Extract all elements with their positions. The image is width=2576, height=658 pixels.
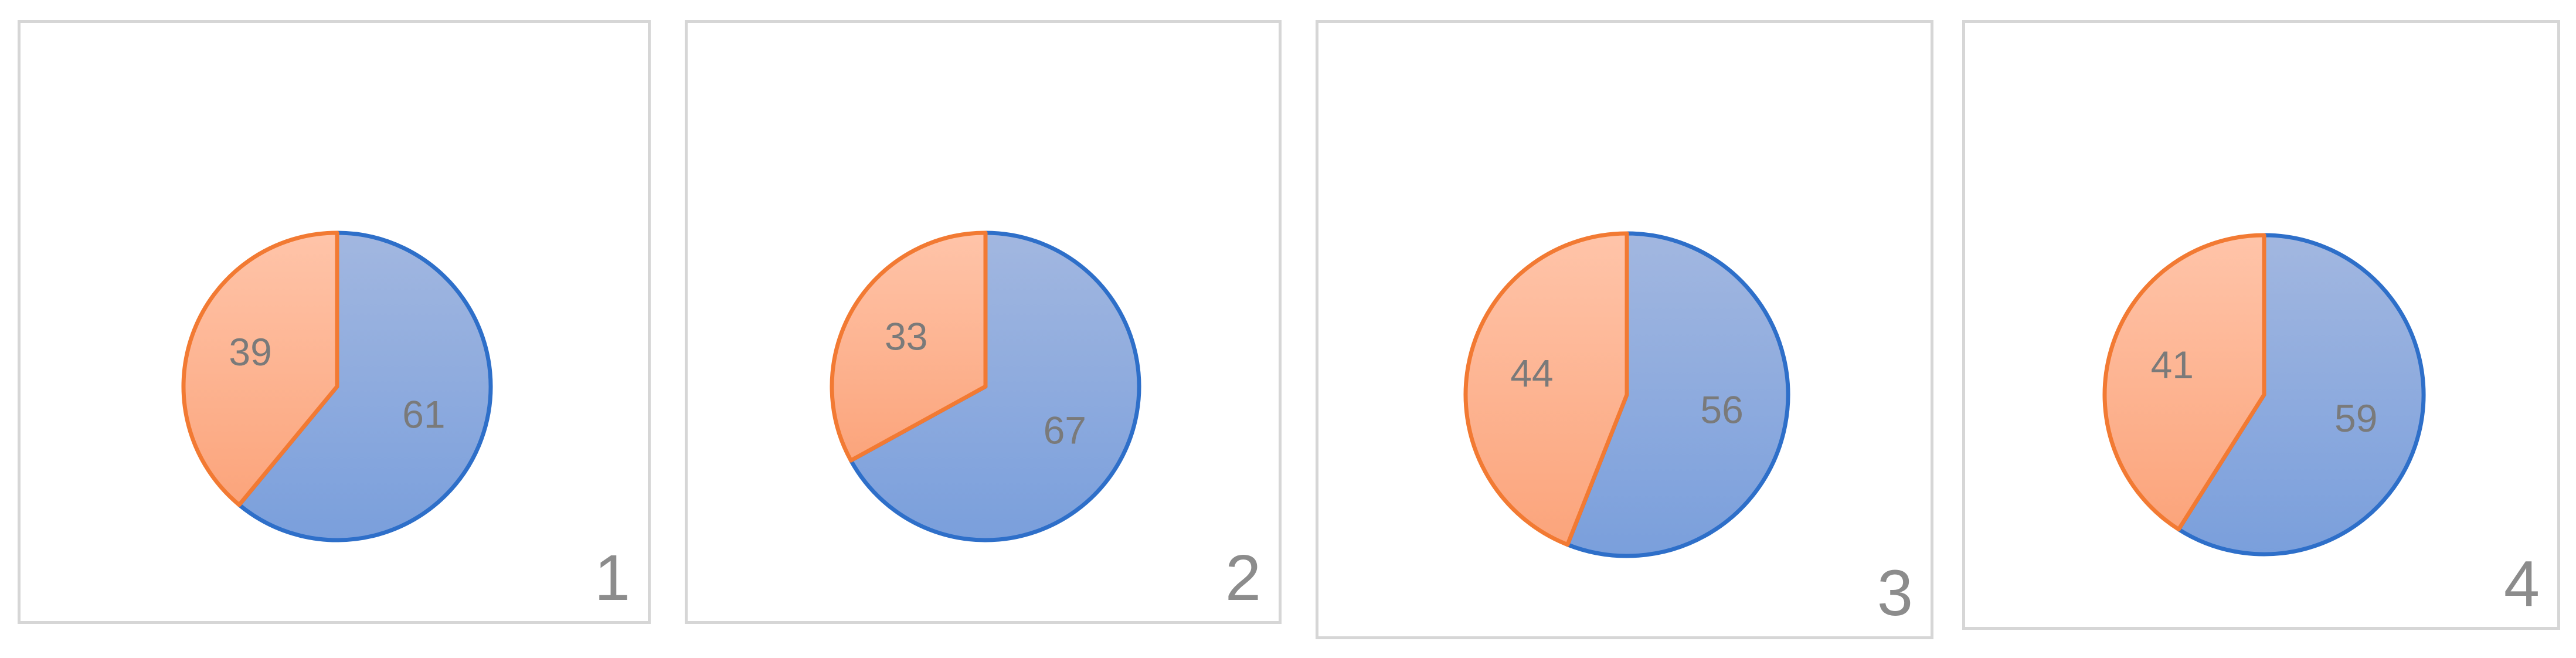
panel-number-3: 3 [1877, 557, 1913, 629]
pie-slice-label: 41 [2151, 343, 2194, 386]
pie-slice-series-a [2176, 233, 2426, 557]
pie-slice-label: 44 [1510, 352, 1553, 395]
pie-slice-label: 56 [1700, 388, 1743, 431]
pie-slice-series-a [1565, 231, 1790, 558]
pie-chart-1: 61 39 [181, 230, 493, 542]
pie-slice-label: 39 [229, 330, 271, 374]
pie-slice-series-b [1463, 231, 1629, 547]
pie-slice-series-a [848, 230, 1141, 542]
chart-panel-1: 61 39 1 [18, 20, 651, 624]
pie-slice-series-b [181, 230, 339, 507]
pie-chart-2: 67 33 [830, 230, 1141, 542]
pie-chart-4: 59 41 [2102, 233, 2426, 557]
panel-number-4: 4 [2503, 548, 2540, 620]
pie-chart-3: 56 44 [1463, 231, 1790, 558]
chart-panel-3: 56 44 3 [1316, 20, 1933, 639]
pie-slice-series-b [2102, 233, 2266, 532]
pie-slice-series-b [830, 230, 988, 463]
pie-slice-label: 59 [2334, 396, 2377, 440]
pie-slice-label: 67 [1044, 408, 1086, 452]
pie-slice-series-a [237, 230, 493, 542]
panel-number-1: 1 [594, 542, 630, 614]
panel-number-2: 2 [1225, 542, 1261, 614]
chart-panel-4: 59 41 4 [1962, 20, 2560, 630]
pie-slice-label: 61 [402, 393, 445, 436]
pie-slice-label: 33 [885, 314, 927, 358]
chart-panel-2: 67 33 2 [685, 20, 1282, 624]
